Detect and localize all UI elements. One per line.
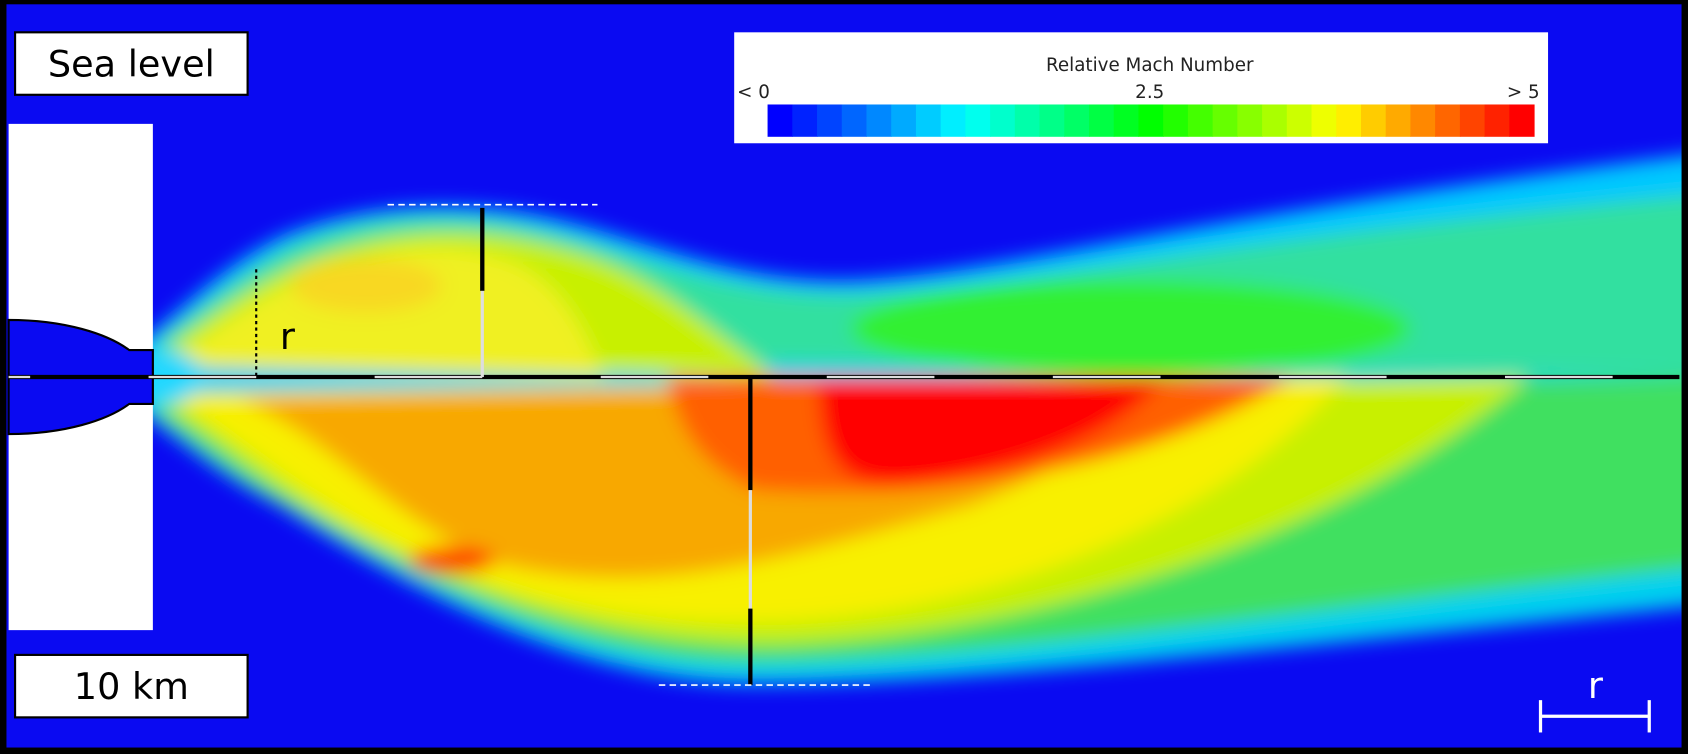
colorbar-swatch [1212,104,1238,137]
case-label: Sea level [48,42,215,85]
colorbar-swatch [990,104,1016,137]
colorbar-swatch [1163,104,1189,137]
colorbar-swatch [915,104,942,137]
scale-bar [1538,700,1651,733]
colorbar-swatch [1187,104,1214,137]
colorbar-swatch [1435,104,1461,137]
colorbar-title: Relative Mach Number [1046,55,1254,76]
colorbar-swatch [1113,104,1139,137]
colorbar-swatch [1088,104,1115,137]
colorbar [767,104,1535,137]
colorbar-swatch [1311,104,1337,137]
colorbar-swatch [1014,104,1041,137]
radius-label: r [280,315,296,358]
colorbar-swatch [767,104,793,137]
case-label-box [13,653,249,719]
colorbar-swatch [1385,104,1411,137]
colorbar-label: > 5 [1507,82,1540,103]
colorbar-swatch [1138,104,1164,137]
plume [86,155,1682,684]
colorbar-label: < 0 [737,82,770,103]
colorbar-swatch [891,104,917,137]
colorbar-swatch [841,104,868,137]
colorbar-swatch [1262,104,1288,137]
colorbar-swatch [1459,104,1486,137]
colorbar-swatch [1484,104,1510,137]
colorbar-swatch [1360,104,1387,137]
colorbar-swatch [817,104,843,137]
colorbar-swatch [792,104,818,137]
colorbar-label: 2.5 [1135,82,1164,103]
colorbar-swatch [1410,104,1436,137]
colorbar-swatch [1039,104,1065,137]
colorbar-swatch [1336,104,1362,137]
colorbar-swatch [866,104,892,137]
case-label-box [13,31,249,96]
scale-bar-label: r [1588,664,1604,707]
colorbar-swatch [1509,104,1535,137]
case-label: 10 km [74,665,189,708]
colorbar-swatch [1237,104,1263,137]
colorbar-swatch [965,104,991,137]
colorbar-swatch [1286,104,1313,137]
colorbar-swatch [940,104,966,137]
colorbar-swatch [1064,104,1090,137]
